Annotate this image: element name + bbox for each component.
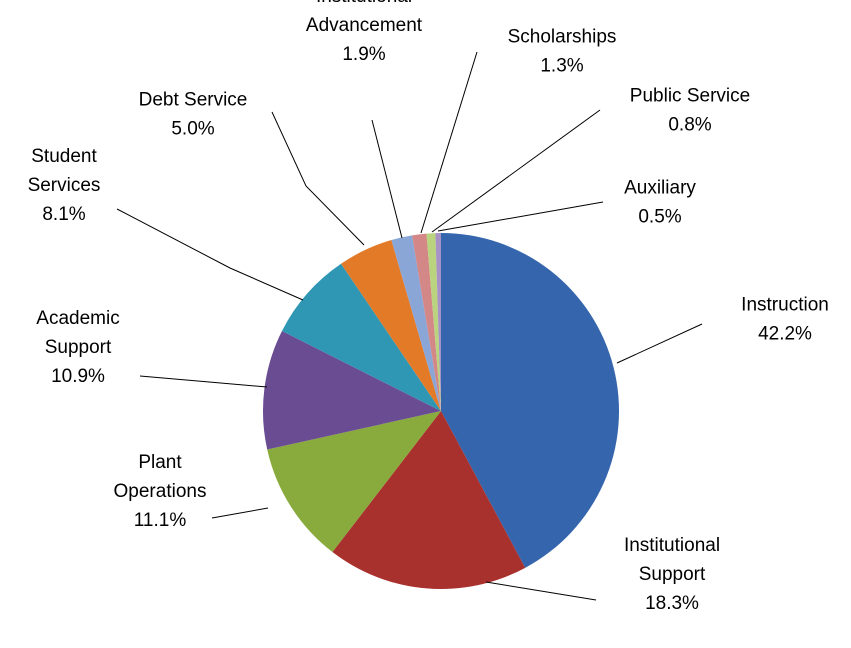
slice-value-label: 1.9% — [342, 44, 385, 65]
slice-value-label: 0.5% — [638, 207, 681, 228]
pie-slice-plant-operations — [267, 411, 441, 553]
leader-line — [420, 51, 478, 234]
leader-line — [431, 109, 601, 233]
slice-label: Instruction 42.2% — [741, 295, 829, 345]
pie-slice-scholarships — [412, 233, 441, 411]
slice-value-label: 11.1% — [134, 510, 187, 531]
slice-value-label: 8.1% — [42, 204, 85, 225]
leader-line — [116, 208, 304, 301]
slice-category-label: Debt Service — [139, 90, 248, 111]
pie-slice-debt-service — [341, 240, 441, 411]
pie-slice-student-services — [281, 263, 441, 411]
slice-category-label: Plant — [138, 452, 182, 473]
slice-category-label: Scholarships — [508, 27, 617, 48]
pie-slice-academic-support — [262, 331, 441, 450]
slice-category-label: Student — [31, 146, 97, 167]
leader-line — [139, 375, 268, 388]
slice-label: Public Service 0.8% — [630, 86, 750, 136]
slice-category-label: Auxiliary — [624, 178, 696, 199]
slice-label: Student Services 8.1% — [28, 146, 101, 225]
slice-value-label: 1.3% — [540, 56, 583, 77]
slice-category-label: Institutional — [316, 0, 412, 7]
slice-value-label: 10.9% — [51, 366, 105, 387]
slice-label: Debt Service 5.0% — [139, 90, 248, 140]
leader-line — [271, 111, 365, 246]
pie-slice-public-service — [426, 233, 441, 411]
slice-value-label: 0.8% — [668, 115, 711, 136]
leader-lines — [116, 51, 703, 601]
slice-label: Auxiliary 0.5% — [624, 178, 696, 228]
slice-category-label: Support — [639, 564, 706, 585]
slice-label: Institutional Support 18.3% — [624, 535, 720, 614]
slice-labels: Instruction 42.2% Institutional Support 18.3… — [28, 0, 829, 614]
pie-slice-institutional-advancement — [391, 235, 441, 411]
slice-label: Plant Operations 11.1% — [114, 452, 207, 531]
leader-line — [211, 507, 269, 519]
slice-value-label: 18.3% — [645, 593, 699, 614]
slice-value-label: 42.2% — [758, 324, 812, 345]
pie-slice-auxiliary — [435, 233, 441, 411]
slice-category-label: Services — [28, 175, 101, 196]
leader-line — [616, 323, 703, 364]
slice-label: Academic Support 10.9% — [36, 308, 119, 387]
slice-value-label: 5.0% — [171, 119, 214, 140]
slice-label: Institutional Advancement 1.9% — [306, 0, 423, 65]
pie-slice-institutional-support — [332, 411, 526, 590]
slice-label: Scholarships 1.3% — [508, 27, 617, 77]
slice-category-label: Public Service — [630, 86, 750, 107]
leader-line — [437, 201, 604, 232]
slice-category-label: Institutional — [624, 535, 720, 556]
leader-line — [371, 119, 403, 239]
slice-category-label: Operations — [114, 481, 207, 502]
pie-slices — [262, 233, 620, 590]
slice-category-label: Instruction — [741, 295, 829, 316]
slice-category-label: Academic — [36, 308, 119, 329]
slice-category-label: Support — [45, 337, 112, 358]
slice-category-label: Advancement — [306, 15, 423, 36]
pie-slice-instruction — [441, 233, 620, 568]
leader-line — [485, 581, 597, 601]
